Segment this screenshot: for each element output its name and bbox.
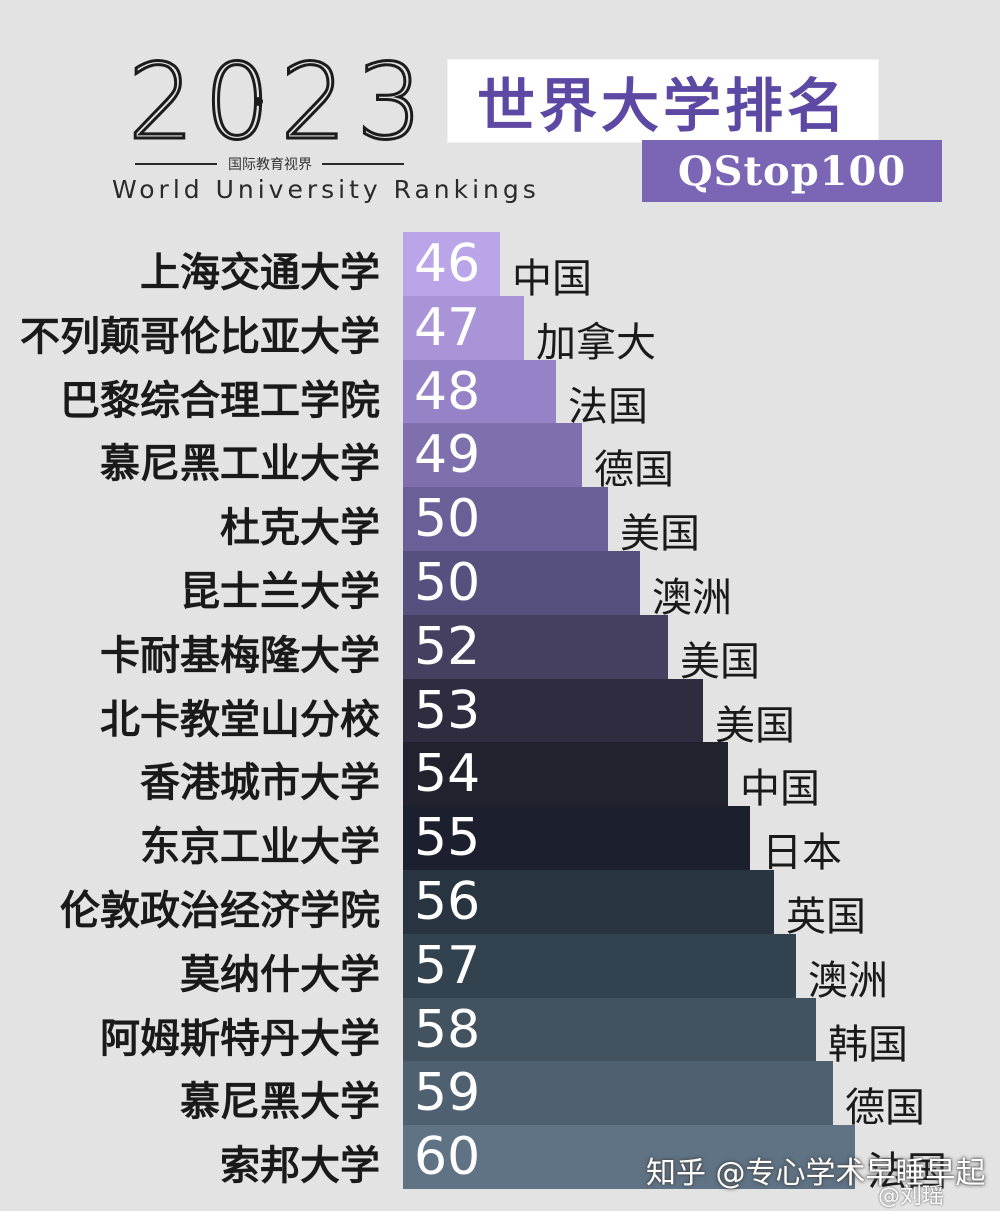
title-box: 世界大学排名 [448, 60, 878, 142]
rank-value: 53 [414, 680, 481, 741]
subtitle-en: World University Rankings [112, 175, 540, 204]
rank-value: 48 [414, 361, 481, 422]
rank-bar [403, 359, 556, 424]
rank-bar [403, 933, 796, 998]
university-label: 索邦大学 [220, 1143, 380, 1190]
rank-value: 49 [414, 425, 481, 486]
rank-bar [403, 742, 728, 807]
subtitle-rule-left [135, 163, 217, 165]
subtitle-cn: 国际教育视界 [228, 157, 312, 173]
rank-value: 58 [414, 999, 481, 1060]
rank-value: 56 [414, 872, 481, 932]
country-label: 美国 [715, 702, 795, 749]
country-label: 美国 [620, 511, 700, 558]
university-label: 巴黎综合理工学院 [60, 377, 380, 424]
rank-bar [403, 678, 703, 743]
rank-value: 60 [414, 1127, 481, 1188]
rank-bar [403, 997, 816, 1062]
rank-bar [403, 870, 774, 934]
country-label: 日本 [762, 830, 842, 877]
country-label: 美国 [680, 638, 760, 685]
country-label: 澳洲 [652, 575, 732, 621]
rank-value: 50 [414, 553, 481, 613]
university-label: 不列颠哥伦比亚大学 [20, 313, 380, 360]
university-label: 阿姆斯特丹大学 [100, 1015, 380, 1062]
rank-bar [403, 1125, 855, 1190]
university-label: 昆士兰大学 [180, 569, 380, 615]
university-label: 卡耐基梅隆大学 [100, 632, 380, 679]
page-title: 世界大学排名 [476, 72, 849, 140]
tag-label: QStop100 [677, 147, 907, 195]
university-label: 慕尼黑大学 [180, 1079, 380, 1126]
rank-value: 54 [414, 744, 481, 805]
university-label: 上海交通大学 [140, 250, 380, 296]
country-label: 韩国 [828, 1021, 908, 1068]
rank-bar [403, 1061, 833, 1126]
rank-value: 52 [414, 616, 481, 677]
rank-bar [403, 806, 750, 871]
country-label: 加拿大 [536, 319, 656, 366]
rank-bar [403, 614, 668, 679]
rank-value: 57 [414, 935, 481, 996]
rank-bar [403, 423, 582, 488]
tag-box: QStop100 [642, 140, 942, 202]
country-label: 法国 [568, 383, 648, 430]
year-text: 2023 [127, 41, 433, 163]
country-label: 中国 [740, 766, 820, 813]
rank-bar [403, 232, 500, 296]
country-label: 中国 [512, 256, 592, 302]
country-label: 法国 [867, 1149, 947, 1196]
subtitle-rule-right [322, 163, 404, 165]
country-label: 德国 [845, 1085, 925, 1132]
rank-bar [403, 487, 608, 552]
rank-value: 55 [414, 808, 481, 869]
rank-value: 46 [414, 234, 481, 294]
watermark-weibo: @刘瑶 [878, 1184, 945, 1209]
country-label: 德国 [594, 447, 674, 494]
university-label: 北卡教堂山分校 [100, 696, 380, 743]
university-label: 伦敦政治经济学院 [60, 888, 380, 934]
rank-bar [403, 551, 640, 615]
watermark-zhihu: 知乎 @专心学术早睡早起 [646, 1156, 986, 1191]
rank-value: 47 [414, 297, 481, 358]
year-zero-dot [254, 97, 263, 106]
university-label: 香港城市大学 [140, 760, 380, 807]
country-label: 英国 [786, 894, 866, 940]
rank-value: 59 [414, 1063, 481, 1124]
university-label: 慕尼黑工业大学 [100, 441, 380, 488]
country-label: 澳洲 [808, 957, 888, 1004]
university-label: 莫纳什大学 [180, 951, 380, 998]
university-label: 东京工业大学 [140, 824, 380, 871]
rank-bar [403, 295, 524, 360]
university-label: 杜克大学 [220, 505, 380, 552]
rank-value: 50 [414, 489, 481, 550]
